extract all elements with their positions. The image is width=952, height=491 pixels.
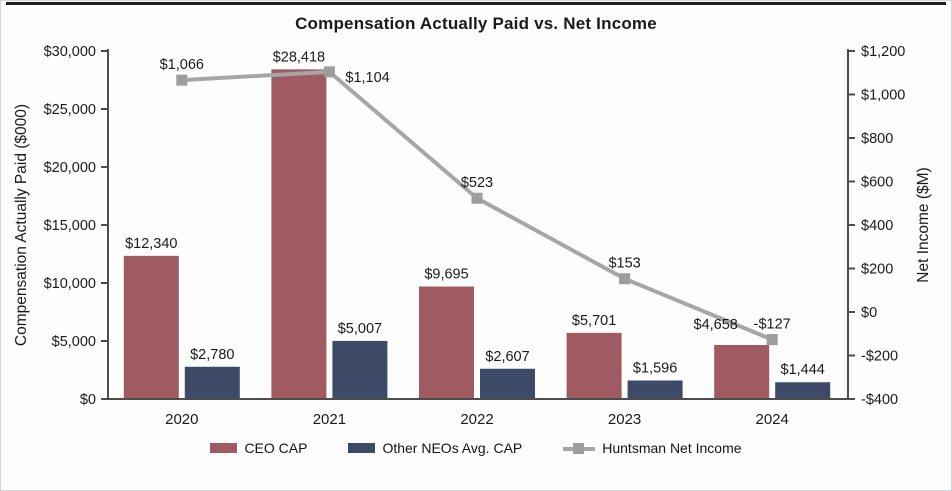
bar-other-neos-avg-cap-2022: [480, 368, 535, 399]
line-value-label-2024: -$127: [754, 317, 791, 333]
legend-label: CEO CAP: [244, 440, 308, 456]
left-axis-tick-label: $5,000: [52, 334, 96, 350]
x-axis-label-2024: 2024: [756, 411, 789, 428]
chart-title: Compensation Actually Paid vs. Net Incom…: [295, 14, 657, 33]
left-axis-tick-label: $20,000: [44, 160, 96, 176]
bar-other-neos-avg-cap-2024: [775, 382, 831, 399]
x-axis-label-2021: 2021: [313, 411, 346, 428]
net-income-line-swatch-icon: [563, 442, 596, 454]
bar-value-label-2021: $5,007: [338, 321, 382, 337]
ceo-cap-swatch-icon: [210, 443, 238, 453]
right-axis-tick-label: $0: [861, 305, 877, 321]
right-axis-tick-label: $800: [861, 131, 893, 147]
combo-chart: $12,340 $28,418 $9,695 $5,701 $4,658 $2,780 $5…: [13, 44, 932, 428]
legend-label: Huntsman Net Income: [602, 440, 742, 456]
x-axis-label-2023: 2023: [608, 411, 641, 428]
line-marker-2024: [766, 334, 778, 346]
right-axis-tick-label: $200: [861, 262, 893, 278]
line-value-label-2022: $523: [461, 175, 493, 191]
bar-value-label-2024: $1,444: [781, 362, 825, 378]
legend-item-other-neos-cap: Other NEOs Avg. CAP: [348, 440, 522, 456]
right-axis-tick-label: $1,000: [861, 88, 905, 104]
top-accent-rule: [6, 2, 946, 5]
bar-other-neos-avg-cap-2023: [627, 380, 683, 399]
right-axis-title: Net Income ($M): [915, 167, 932, 282]
bar-value-label-2024: $4,658: [694, 317, 738, 333]
x-axis-label-2020: 2020: [165, 411, 198, 428]
right-axis-tick-label: -$200: [861, 349, 898, 365]
bar-ceo-cap-2021: [271, 69, 327, 399]
bar-value-label-2023: $1,596: [633, 360, 677, 376]
left-axis-title: Compensation Actually Paid ($000): [13, 104, 30, 346]
line-value-label-2023: $153: [608, 256, 640, 272]
right-axis-tick-label: $400: [861, 218, 893, 234]
line-value-label-2021: $1,104: [345, 70, 389, 86]
bar-other-neos-avg-cap-2020: [184, 366, 240, 399]
net-income-line: [181, 69, 773, 342]
legend-label: Other NEOs Avg. CAP: [382, 440, 523, 456]
bar-ceo-cap-2023: [566, 332, 622, 399]
line-marker-2020: [176, 74, 188, 86]
line-swatch-marker: [573, 442, 585, 454]
bar-other-neos-avg-cap-2021: [332, 340, 388, 399]
bar-value-label-2021: $28,418: [273, 49, 325, 65]
bar-value-label-2020: $2,780: [190, 347, 234, 363]
legend-item-huntsman-net-income: Huntsman Net Income: [563, 440, 742, 456]
chart-legend: CEO CAP Other NEOs Avg. CAP Huntsman Net…: [1, 438, 951, 458]
bar-value-label-2022: $9,695: [424, 267, 468, 283]
bar-value-label-2022: $2,607: [485, 349, 529, 365]
right-axis-tick-label: $600: [861, 175, 893, 191]
other-neos-swatch-icon: [348, 443, 376, 453]
bar-ceo-cap-2024: [714, 344, 770, 399]
right-axis-tick-label: $1,200: [861, 44, 905, 60]
line-value-label-2020: $1,066: [160, 57, 204, 73]
left-axis-tick-label: $0: [80, 392, 96, 408]
left-axis-tick-label: $30,000: [44, 44, 96, 60]
left-axis-tick-label: $15,000: [44, 218, 96, 234]
bar-value-label-2020: $12,340: [125, 236, 177, 252]
left-axis-tick-label: $25,000: [44, 102, 96, 118]
bar-ceo-cap-2020: [123, 255, 179, 399]
x-axis-label-2022: 2022: [460, 411, 493, 428]
right-axis-tick-label: -$400: [861, 392, 898, 408]
bar-value-label-2023: $5,701: [572, 313, 616, 329]
bar-ceo-cap-2022: [419, 286, 474, 399]
left-axis-tick-label: $10,000: [44, 276, 96, 292]
line-marker-2022: [471, 192, 483, 204]
legend-item-ceo-cap: CEO CAP: [210, 440, 307, 456]
line-marker-2023: [619, 273, 631, 285]
line-marker-2021: [323, 66, 335, 78]
